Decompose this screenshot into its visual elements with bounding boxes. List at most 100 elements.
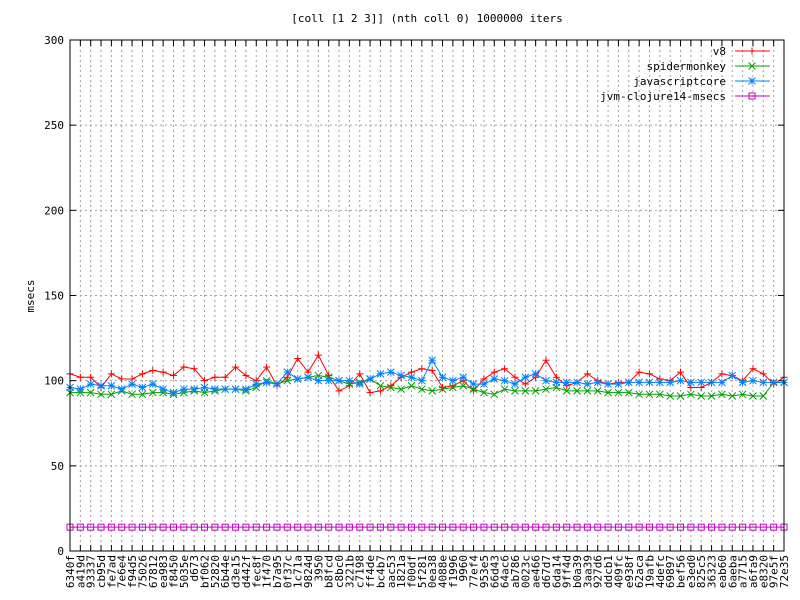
data-point bbox=[417, 385, 426, 394]
data-point bbox=[677, 368, 685, 376]
x-tick-label: ab786 bbox=[509, 555, 522, 588]
data-point bbox=[718, 378, 726, 387]
marker-stroke bbox=[624, 378, 633, 387]
data-point bbox=[645, 523, 653, 531]
marker-stroke bbox=[573, 523, 581, 531]
data-point bbox=[666, 378, 675, 387]
x-tick-label: 36323 bbox=[706, 555, 719, 588]
series-jvm-clojure14-msecs bbox=[66, 523, 788, 531]
marker-stroke bbox=[749, 376, 757, 385]
data-point bbox=[687, 390, 695, 399]
x-tick-label: 0ea38 bbox=[426, 555, 439, 588]
data-point bbox=[708, 523, 716, 531]
data-point bbox=[407, 381, 416, 390]
data-point bbox=[232, 523, 240, 531]
data-point bbox=[511, 380, 519, 388]
marker-stroke bbox=[76, 385, 85, 394]
marker-stroke bbox=[459, 381, 468, 390]
x-tick-label: 9ff4d bbox=[561, 555, 574, 588]
marker-stroke bbox=[387, 523, 395, 531]
x-axis: 6340fa419d93337cb95dfe7ad7e6e4f94d575026… bbox=[64, 40, 791, 588]
data-point bbox=[386, 368, 395, 377]
marker-stroke bbox=[655, 390, 664, 399]
marker-stroke bbox=[490, 375, 499, 383]
marker-stroke bbox=[655, 378, 664, 387]
data-point bbox=[180, 523, 188, 531]
x-tick-label: 66d43 bbox=[488, 555, 501, 588]
marker-stroke bbox=[749, 523, 757, 531]
data-point bbox=[697, 523, 705, 531]
marker-stroke bbox=[677, 523, 685, 531]
data-point bbox=[366, 375, 374, 383]
data-point bbox=[356, 523, 364, 531]
x-tick-label: 75026 bbox=[136, 555, 149, 588]
marker-stroke bbox=[97, 523, 105, 531]
x-tick-label: 72e35 bbox=[778, 555, 791, 588]
x-tick-label: bef56 bbox=[675, 555, 688, 588]
marker-stroke bbox=[759, 523, 767, 531]
data-point bbox=[759, 378, 768, 387]
marker-stroke bbox=[179, 385, 188, 394]
x-tick-label: 64ac6 bbox=[499, 555, 512, 588]
x-tick-label: bf062 bbox=[199, 555, 212, 588]
data-point bbox=[335, 523, 343, 531]
data-point bbox=[759, 523, 767, 531]
marker-stroke bbox=[521, 523, 529, 531]
data-point bbox=[86, 388, 95, 397]
marker-stroke bbox=[252, 523, 260, 531]
data-point bbox=[697, 392, 706, 400]
data-point bbox=[221, 523, 229, 531]
marker-stroke bbox=[521, 387, 530, 395]
marker-stroke bbox=[128, 390, 136, 399]
data-point bbox=[542, 385, 550, 394]
data-point bbox=[531, 387, 540, 395]
data-point bbox=[438, 385, 447, 394]
data-point bbox=[573, 387, 581, 395]
x-tick-label: c8bc0 bbox=[333, 555, 346, 588]
marker-stroke bbox=[521, 373, 530, 382]
data-point bbox=[324, 376, 333, 385]
marker-stroke bbox=[604, 523, 612, 531]
marker-stroke bbox=[117, 385, 126, 394]
marker-stroke bbox=[645, 378, 654, 387]
data-point bbox=[449, 383, 457, 392]
x-tick-label: e8320 bbox=[757, 555, 770, 588]
data-point bbox=[625, 523, 633, 531]
marker-stroke bbox=[439, 523, 447, 531]
x-tick-label: 62aca bbox=[633, 555, 646, 588]
data-point bbox=[655, 390, 664, 399]
marker-stroke bbox=[490, 523, 498, 531]
x-tick-label: e3ed0 bbox=[685, 555, 698, 588]
marker-stroke bbox=[407, 523, 415, 531]
data-point bbox=[304, 523, 312, 531]
data-point bbox=[573, 523, 581, 531]
data-point bbox=[542, 356, 550, 364]
marker-stroke bbox=[76, 523, 84, 531]
marker-stroke bbox=[614, 380, 623, 388]
marker-stroke bbox=[200, 383, 209, 392]
marker-stroke bbox=[86, 380, 95, 388]
marker-stroke bbox=[107, 523, 115, 531]
data-point bbox=[500, 385, 509, 394]
data-point bbox=[148, 388, 157, 397]
x-tick-label: 1f470 bbox=[261, 555, 274, 588]
marker-stroke bbox=[304, 373, 312, 382]
data-point bbox=[314, 523, 322, 531]
marker-stroke bbox=[552, 378, 561, 387]
x-tick-label: d442f bbox=[240, 555, 253, 588]
data-point bbox=[128, 390, 136, 399]
data-point bbox=[76, 523, 84, 531]
data-point bbox=[759, 392, 768, 400]
series-javascriptcore bbox=[66, 356, 788, 397]
data-point bbox=[759, 370, 767, 378]
y-axis: 0 50 100 150 200 250 300 bbox=[44, 34, 784, 558]
data-point bbox=[97, 523, 105, 531]
marker-stroke bbox=[97, 390, 105, 399]
marker-stroke bbox=[138, 383, 147, 392]
x-tick-label: aac53 bbox=[385, 555, 398, 588]
data-point bbox=[521, 373, 530, 382]
marker-stroke bbox=[324, 376, 333, 385]
marker-stroke bbox=[366, 523, 374, 531]
data-point bbox=[366, 389, 374, 397]
marker-stroke bbox=[138, 390, 147, 399]
